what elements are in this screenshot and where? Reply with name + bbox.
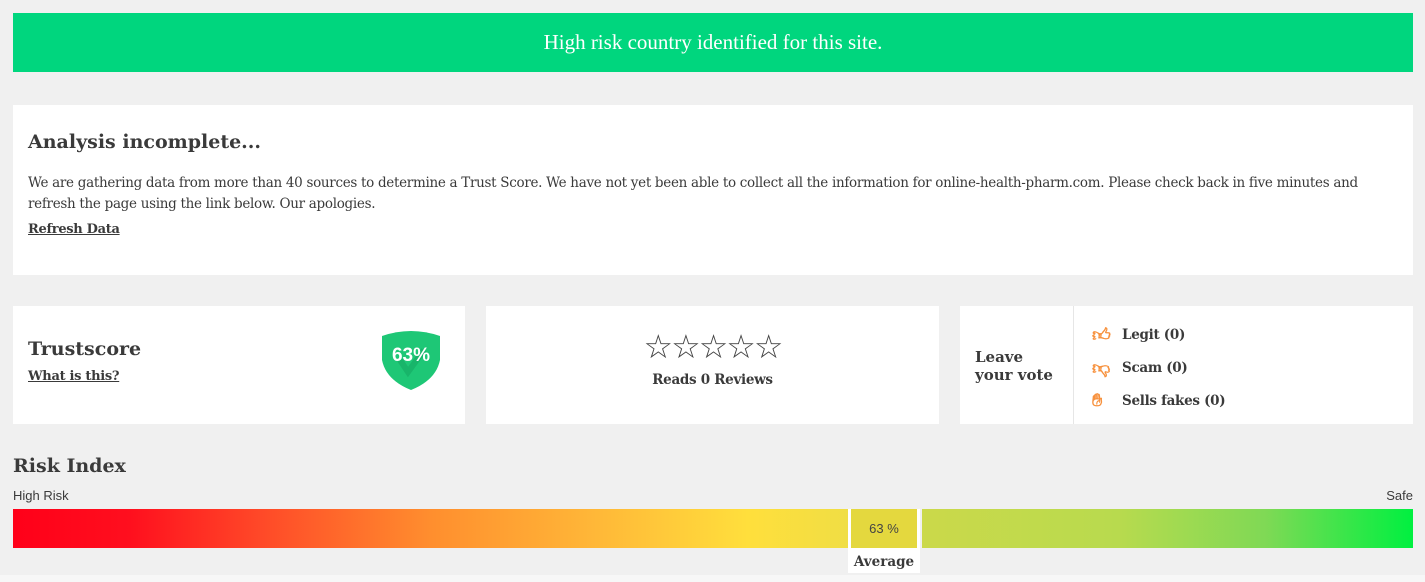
analysis-card: Analysis incomplete... We are gathering … (13, 105, 1413, 275)
star-icon[interactable]: ☆ (753, 327, 784, 366)
star-icon[interactable]: ☆ (671, 327, 701, 366)
star-icon[interactable]: ☆ (726, 327, 756, 366)
vote-legit[interactable]: 👍︎ Legit (0) (1092, 318, 1225, 351)
risk-bar-left (13, 509, 848, 548)
star-icon[interactable]: ☆ (698, 327, 729, 366)
vote-sells-fakes[interactable]: ✋︎ Sells fakes (0) (1092, 384, 1226, 417)
risk-index-title: Risk Index (13, 455, 126, 477)
hand-icon: ✋︎ (1092, 390, 1102, 411)
vote-scam[interactable]: 👎︎ Scam (0) (1092, 351, 1225, 384)
vote-title-line1: Leave (975, 348, 1024, 366)
star-icon[interactable]: ☆ (643, 327, 674, 366)
banner-text: High risk country identified for this si… (543, 30, 883, 54)
vote-title: Leave your vote (975, 348, 1053, 384)
risk-value: 63 % (851, 509, 917, 548)
refresh-data-link[interactable]: Refresh Data (28, 222, 120, 237)
trustscore-card: Trustscore What is this? 63% (13, 306, 465, 424)
safe-label: Safe (1386, 488, 1413, 503)
vote-scam-label: Scam (0) (1122, 359, 1188, 376)
shield-icon: 63% (380, 330, 442, 392)
reviews-card: ☆☆☆☆☆ Reads 0 Reviews (486, 306, 939, 424)
vote-card: Leave your vote 👍︎ Legit (0) 👎︎ Scam (0) ✋︎… (960, 306, 1413, 424)
risk-marker: 63 % Average (848, 509, 920, 573)
star-rating: ☆☆☆☆☆ (486, 330, 939, 364)
trustscore-title: Trustscore (28, 338, 142, 360)
analysis-title: Analysis incomplete... (28, 131, 262, 153)
what-is-this-link[interactable]: What is this? (28, 369, 120, 384)
thumbs-down-icon: 👎︎ (1092, 357, 1110, 379)
reviews-count: Reads 0 Reviews (652, 372, 773, 388)
risk-level: Average (853, 554, 915, 570)
vote-legit-label: Legit (0) (1122, 326, 1186, 343)
trustscore-value: 63% (391, 345, 431, 366)
vote-title-line2: your vote (975, 366, 1053, 384)
high-risk-label: High Risk (13, 488, 69, 503)
thumbs-up-icon: 👍︎ (1092, 324, 1111, 346)
risk-bar-right (922, 509, 1413, 548)
analysis-body: We are gathering data from more than 40 … (28, 175, 1358, 212)
warning-banner: High risk country identified for this si… (13, 13, 1413, 72)
divider (1073, 306, 1074, 424)
footer-strip (0, 575, 1425, 582)
vote-sells-fakes-label: Sells fakes (0) (1122, 392, 1226, 409)
